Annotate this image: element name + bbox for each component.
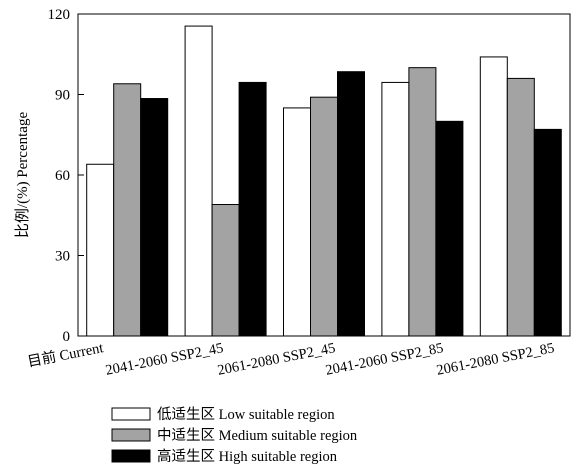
legend-swatch — [111, 428, 151, 442]
bar-2-5 — [506, 77, 535, 337]
y-tick-label: 90 — [55, 88, 70, 104]
bar-3-3 — [337, 71, 365, 337]
bar-1-3 — [283, 107, 311, 337]
y-tick-label: 120 — [48, 7, 71, 23]
legend-swatch — [111, 407, 151, 421]
x-tick-label: 2061-2080 SSP2_85 — [435, 340, 556, 379]
bar-3-4 — [435, 120, 464, 337]
bar-2-2 — [211, 204, 240, 337]
bar-1-4 — [381, 81, 410, 337]
bar-3-2 — [238, 81, 267, 337]
y-axis-title: 比例/(%) Percentage — [14, 112, 31, 239]
bar-3-5 — [533, 128, 562, 337]
bar-3-1 — [140, 98, 169, 337]
y-axis: 0 30 60 90 120 — [48, 7, 84, 345]
legend-label: 低适生区 Low suitable region — [157, 406, 335, 423]
x-tick-label: 2061-2080 SSP2_45 — [216, 340, 337, 379]
bar-2-1 — [113, 83, 142, 337]
bars-layer — [86, 25, 562, 337]
x-tick-label: 2041-2060 SSP2_45 — [104, 340, 225, 379]
legend-swatch — [111, 449, 151, 463]
bar-1-2 — [184, 25, 213, 337]
legend-label: 高适生区 High suitable region — [157, 448, 338, 465]
y-tick-label: 60 — [55, 168, 70, 184]
x-tick-label: 2041-2060 SSP2_85 — [324, 340, 445, 379]
bar-2-4 — [408, 67, 437, 337]
bar-1-1 — [86, 163, 115, 337]
bar-2-3 — [310, 96, 338, 337]
bar-1-5 — [479, 56, 508, 337]
y-tick-label: 0 — [63, 329, 71, 345]
y-tick-label: 30 — [55, 249, 70, 265]
legend-label: 中适生区 Medium suitable region — [157, 427, 358, 444]
legend: 低适生区 Low suitable region 中适生区 Medium suit… — [111, 406, 358, 465]
